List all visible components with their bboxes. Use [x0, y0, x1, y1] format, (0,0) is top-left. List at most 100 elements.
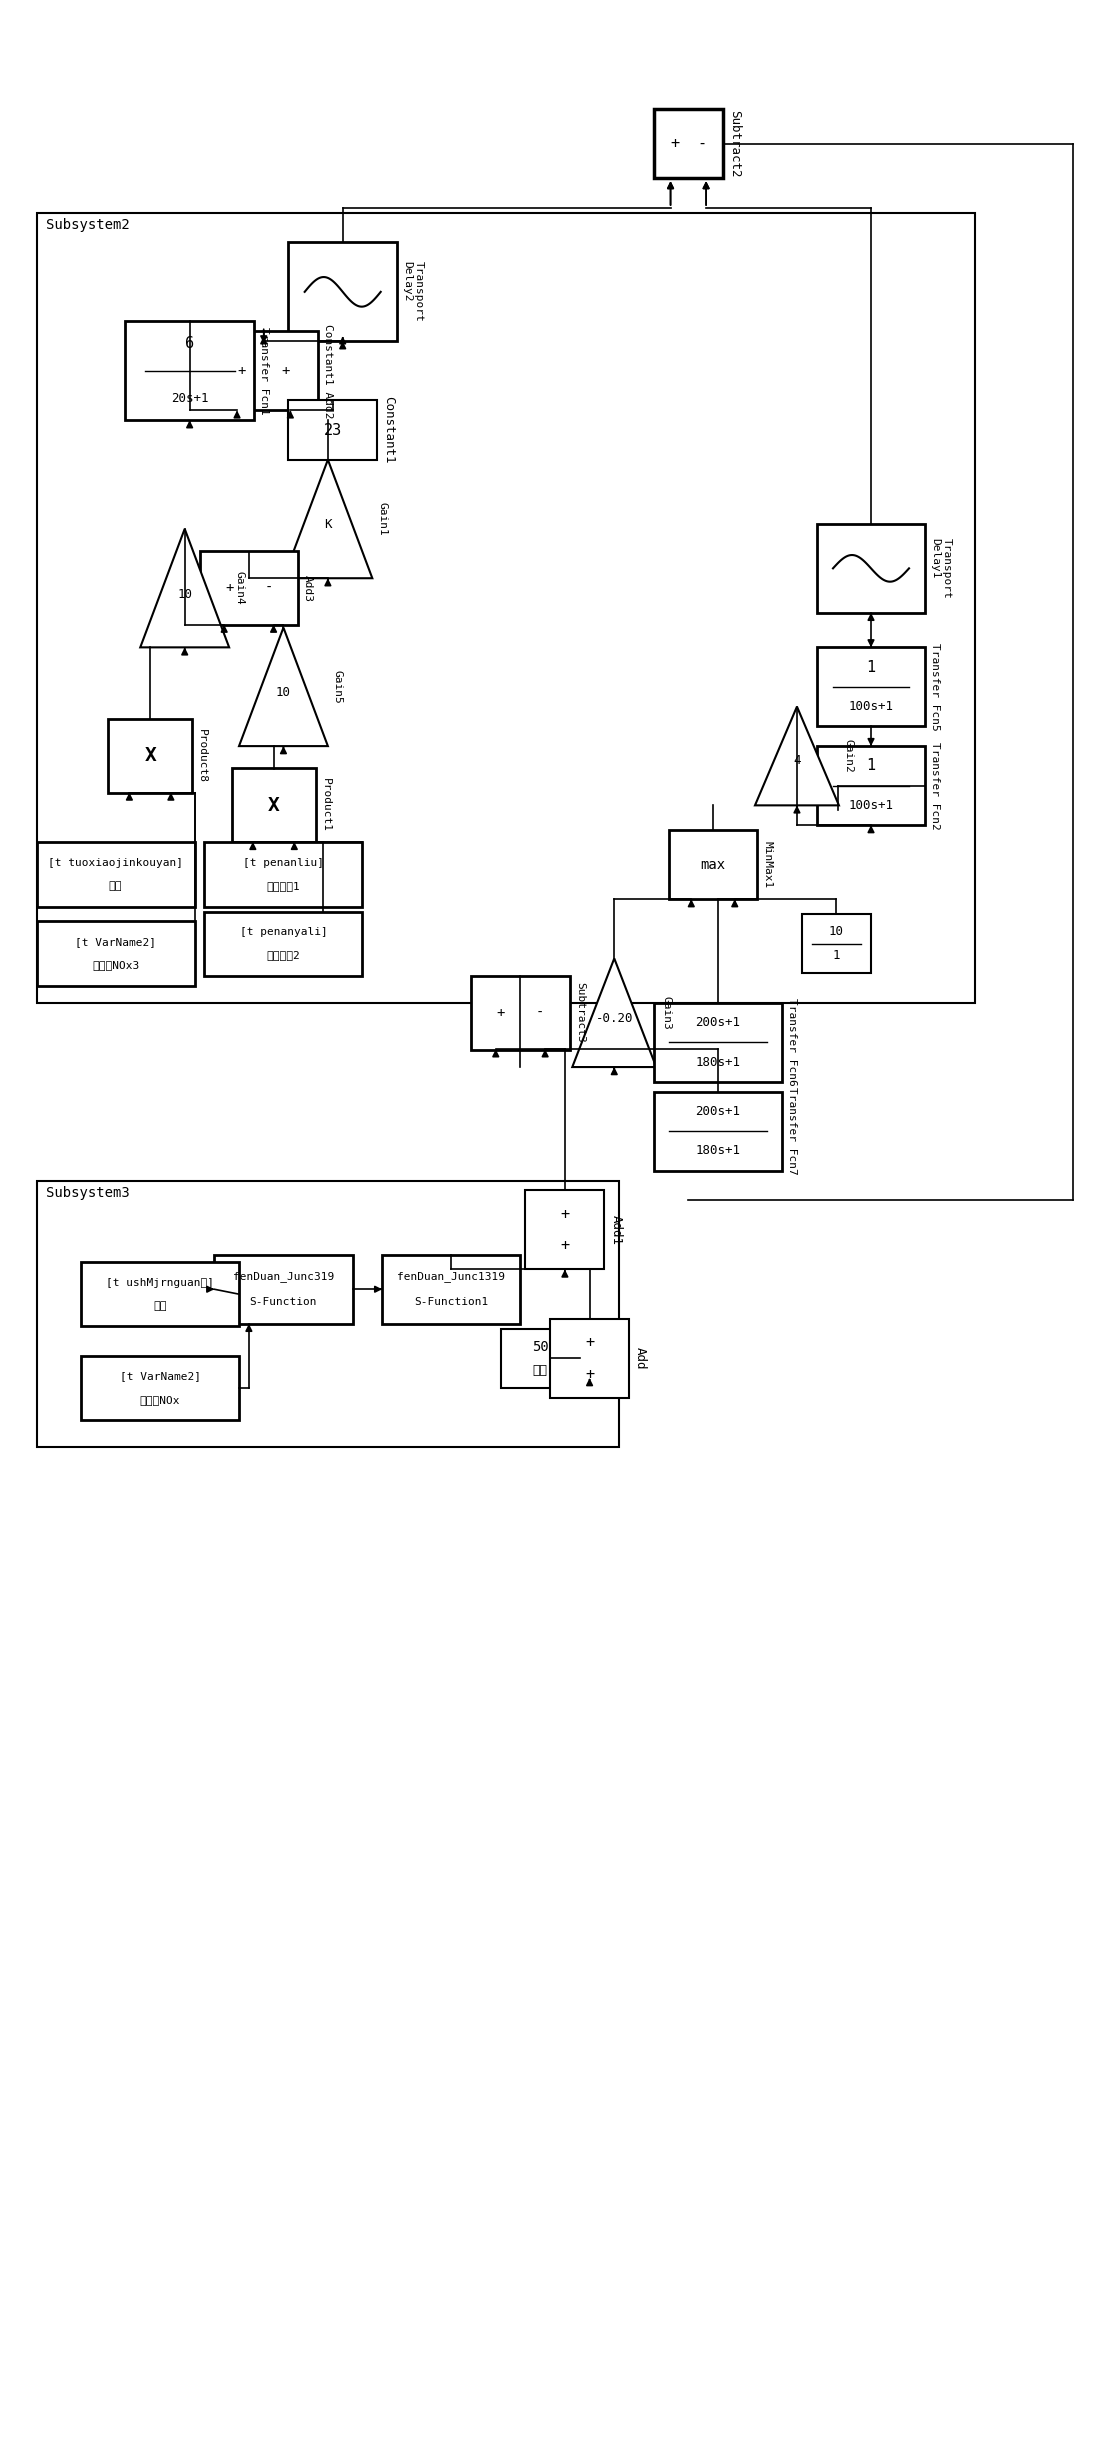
- Text: +: +: [281, 364, 289, 379]
- Text: S-Function: S-Function: [250, 1298, 317, 1308]
- Text: 1: 1: [866, 760, 875, 774]
- Text: Constant1 Add2: Constant1 Add2: [322, 324, 332, 418]
- Bar: [108, 718, 192, 794]
- Text: [t VarName2]: [t VarName2]: [76, 936, 156, 946]
- Text: 4: 4: [793, 755, 801, 767]
- Text: 1: 1: [833, 949, 841, 961]
- Text: Subsystem3: Subsystem3: [47, 1185, 130, 1200]
- Text: S-Function1: S-Function1: [414, 1298, 488, 1308]
- Text: +: +: [238, 364, 246, 379]
- Bar: [816, 524, 925, 612]
- Text: Transport
Delay2: Transport Delay2: [401, 261, 424, 322]
- Text: 20s+1: 20s+1: [171, 391, 208, 406]
- Text: +: +: [585, 1367, 594, 1381]
- Text: 10: 10: [828, 924, 844, 939]
- Text: Subtract2: Subtract2: [728, 111, 741, 177]
- Text: 喷氨流量1: 喷氨流量1: [267, 880, 300, 892]
- Text: [t penanyali]: [t penanyali]: [239, 927, 327, 936]
- Text: -: -: [265, 580, 272, 595]
- Bar: [500, 1330, 579, 1389]
- Bar: [471, 976, 569, 1050]
- Text: 1: 1: [866, 659, 875, 673]
- Text: 23: 23: [324, 423, 342, 438]
- Text: Add: Add: [634, 1347, 647, 1369]
- Text: fenDuan_Junc319: fenDuan_Junc319: [232, 1271, 334, 1283]
- Text: fenDuan_Junc1319: fenDuan_Junc1319: [397, 1271, 505, 1283]
- Text: 200s+1: 200s+1: [695, 1015, 741, 1030]
- Bar: [654, 108, 723, 179]
- Text: +: +: [497, 1005, 505, 1020]
- Text: Subsystem2: Subsystem2: [47, 219, 130, 231]
- Bar: [37, 843, 195, 907]
- Bar: [37, 922, 195, 986]
- Text: X: X: [145, 747, 156, 764]
- Bar: [525, 1190, 605, 1268]
- Text: +: +: [585, 1335, 594, 1349]
- Bar: [209, 332, 318, 410]
- Bar: [816, 747, 925, 826]
- Bar: [668, 831, 757, 900]
- Text: 180s+1: 180s+1: [695, 1145, 741, 1158]
- Bar: [550, 1320, 629, 1399]
- Text: Add3: Add3: [304, 575, 314, 602]
- Text: Transfer Fcn7: Transfer Fcn7: [787, 1086, 797, 1175]
- Text: Gain3: Gain3: [662, 995, 672, 1030]
- Text: 100s+1: 100s+1: [848, 701, 894, 713]
- Text: Transfer Fcn6: Transfer Fcn6: [787, 998, 797, 1086]
- Text: 6: 6: [185, 337, 195, 351]
- Bar: [383, 1254, 520, 1325]
- Text: [t tuoxiaojinkouyan]: [t tuoxiaojinkouyan]: [48, 858, 183, 868]
- Text: +: +: [560, 1207, 569, 1222]
- Text: 压力: 压力: [109, 880, 122, 892]
- Text: Transfer Fcn2: Transfer Fcn2: [931, 742, 941, 828]
- Polygon shape: [140, 528, 229, 646]
- Text: [t ushMjrnguan扩]: [t ushMjrnguan扩]: [106, 1278, 214, 1288]
- Text: Constant1: Constant1: [383, 396, 395, 465]
- Text: Product8: Product8: [197, 730, 207, 784]
- Bar: [205, 843, 363, 907]
- Text: 变量: 变量: [533, 1364, 548, 1376]
- Polygon shape: [573, 959, 656, 1067]
- Text: 脱硝前NOx: 脱硝前NOx: [140, 1394, 180, 1404]
- Bar: [654, 1003, 782, 1082]
- Bar: [231, 769, 316, 843]
- Text: 喷氨压力2: 喷氨压力2: [267, 951, 300, 961]
- Text: 200s+1: 200s+1: [695, 1106, 741, 1118]
- Bar: [37, 214, 975, 1003]
- Text: 脱硝前NOx3: 脱硝前NOx3: [92, 961, 139, 971]
- Text: [t penanliu]: [t penanliu]: [242, 858, 324, 868]
- Text: 风量: 风量: [153, 1300, 167, 1310]
- Bar: [215, 1254, 353, 1325]
- Text: Subtract3: Subtract3: [575, 983, 585, 1042]
- Text: +: +: [560, 1239, 569, 1254]
- Bar: [126, 322, 254, 420]
- Text: +: +: [225, 580, 234, 595]
- Text: 10: 10: [276, 686, 291, 698]
- Text: [t VarName2]: [t VarName2]: [119, 1372, 200, 1381]
- Bar: [288, 401, 377, 460]
- Text: -: -: [536, 1005, 545, 1020]
- Polygon shape: [755, 705, 838, 806]
- Bar: [205, 912, 363, 976]
- Text: Gain4: Gain4: [234, 570, 244, 605]
- Text: Gain2: Gain2: [844, 740, 854, 772]
- Bar: [81, 1357, 239, 1421]
- Text: Product1: Product1: [320, 779, 330, 833]
- Text: Transfer Fcn5: Transfer Fcn5: [931, 644, 941, 730]
- Bar: [654, 1091, 782, 1170]
- Text: 10: 10: [177, 587, 192, 600]
- Bar: [81, 1261, 239, 1327]
- Text: X: X: [268, 796, 279, 816]
- Text: Gain1: Gain1: [377, 501, 387, 536]
- Bar: [802, 914, 871, 973]
- Text: max: max: [701, 858, 725, 873]
- Text: +: +: [669, 135, 679, 152]
- Bar: [37, 1180, 619, 1448]
- Text: -: -: [697, 135, 707, 152]
- Text: K: K: [324, 519, 331, 531]
- Text: 100s+1: 100s+1: [848, 799, 894, 811]
- Bar: [288, 243, 397, 342]
- Text: MinMax1: MinMax1: [763, 841, 773, 887]
- Text: Gain5: Gain5: [332, 671, 342, 703]
- Text: Add1: Add1: [609, 1214, 623, 1246]
